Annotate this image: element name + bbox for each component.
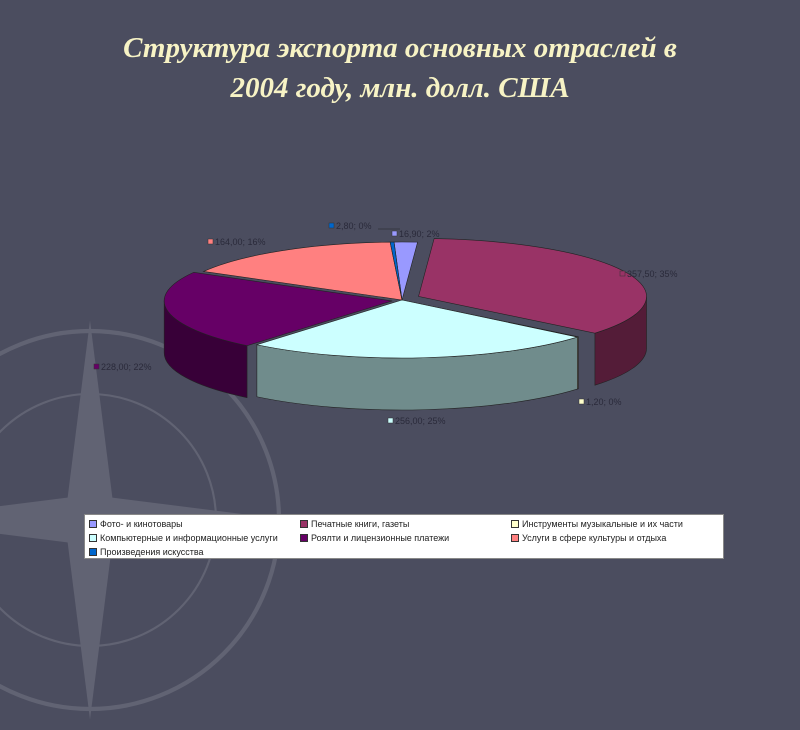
pie-chart: 16,90; 2% 357,50; 35% 1,20; 0% 256,00; 25% 2… [93, 221, 678, 426]
data-label-3: 256,00; 25% [395, 416, 446, 426]
pie-slice-3 [255, 299, 578, 359]
data-label-marker-1 [619, 270, 626, 277]
legend-label: Инструменты музыкальные и их части [522, 518, 683, 529]
legend-label: Фото- и кинотовары [100, 518, 183, 529]
data-label-4: 228,00; 22% [101, 362, 152, 372]
pie-slice-6 [389, 241, 403, 301]
data-label-marker-3 [387, 417, 394, 424]
legend-label: Печатные книги, газеты [311, 518, 410, 529]
data-label-marker-5 [207, 238, 214, 245]
data-label-2: 1,20; 0% [586, 397, 622, 407]
legend-label: Произведения искусства [100, 546, 204, 557]
legend-swatch [89, 547, 97, 556]
legend-swatch [511, 519, 519, 528]
legend-label: Услуги в сфере культуры и отдыха [522, 532, 667, 543]
pie-slice-4 [163, 272, 393, 346]
page-title: Структура экспорта основных отраслей в 2… [123, 32, 677, 104]
pie-slice-5 [202, 241, 403, 301]
legend-swatch [89, 533, 97, 542]
data-label-marker-6 [328, 222, 335, 229]
legend-label: Компьютерные и информационные услуги [100, 532, 278, 543]
pie-slice-1 [418, 238, 647, 334]
legend-item-5: Услуги в сфере культуры и отдыха [511, 531, 722, 544]
chart-legend: Фото- и кинотовары Печатные книги, газеты… [84, 514, 724, 559]
data-label-0: 16,90; 2% [399, 229, 440, 239]
legend-item-6: Произведения искусства [89, 545, 300, 558]
legend-swatch [300, 533, 308, 542]
legend-item-2: Инструменты музыкальные и их части [511, 517, 722, 530]
data-label-marker-0 [391, 230, 398, 237]
data-label-5: 164,00; 16% [215, 237, 266, 247]
legend-item-3: Компьютерные и информационные услуги [89, 531, 300, 544]
legend-item-1: Печатные книги, газеты [300, 517, 511, 530]
legend-swatch [300, 519, 308, 528]
data-label-marker-4 [93, 363, 100, 370]
data-label-marker-2 [578, 398, 585, 405]
legend-item-4: Роялти и лицензионные платежи [300, 531, 511, 544]
data-label-6: 2,80; 0% [336, 221, 372, 231]
legend-item-0: Фото- и кинотовары [89, 517, 300, 530]
legend-swatch [511, 533, 519, 542]
legend-label: Роялти и лицензионные платежи [311, 532, 450, 543]
legend-swatch [89, 519, 97, 528]
data-label-1: 357,50; 35% [627, 269, 678, 279]
